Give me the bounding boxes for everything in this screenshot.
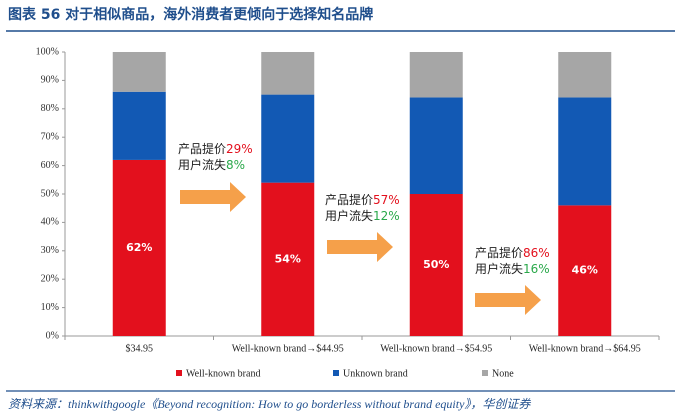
- arrows: [180, 182, 541, 315]
- value-label: 54%: [275, 252, 301, 265]
- bar-segment: [558, 52, 612, 98]
- bar-segment: [261, 52, 315, 95]
- legend-label: None: [492, 368, 514, 379]
- y-tick-label: 40%: [41, 217, 59, 228]
- bar-segment: [112, 91, 166, 160]
- x-tick-label: Well-known brand→$64.95: [529, 343, 641, 354]
- arrow: [180, 182, 246, 212]
- y-tick-label: 10%: [41, 302, 59, 313]
- annotation: 用户流失8%: [178, 157, 245, 172]
- bar-segment: [558, 205, 612, 336]
- annotation: 产品提价86%: [475, 245, 550, 260]
- annotation-value: 86%: [523, 246, 550, 260]
- y-tick-label: 60%: [41, 160, 59, 171]
- y-tick-label: 90%: [41, 75, 59, 86]
- x-tick-label: Well-known brand→$54.95: [380, 343, 492, 354]
- x-tick-label: $34.95: [126, 343, 154, 354]
- annotation: 产品提价57%: [325, 192, 400, 207]
- annotation-value: 12%: [373, 209, 400, 223]
- annotation-value: 16%: [523, 262, 550, 276]
- chart-title: 图表 56 对于相似商品，海外消费者更倾向于选择知名品牌: [8, 6, 373, 23]
- bar-segment: [261, 182, 315, 336]
- value-label: 46%: [572, 264, 598, 277]
- source: 资料来源：thinkwithgoogle《Beyond recognition:…: [8, 397, 531, 411]
- annotation-text: 用户流失: [178, 157, 226, 172]
- legend-label: Well-known brand: [186, 368, 260, 379]
- y-tick-label: 80%: [41, 103, 59, 114]
- annotation-text: 用户流失: [325, 208, 373, 223]
- bar-segment: [558, 97, 612, 206]
- annotation-value: 29%: [226, 142, 253, 156]
- legend-swatch: [176, 370, 182, 376]
- bar-segment: [409, 52, 463, 98]
- value-label: 62%: [126, 241, 152, 254]
- annotation: 产品提价29%: [178, 141, 253, 156]
- y-tick-label: 70%: [41, 131, 59, 142]
- bar-segment: [409, 194, 463, 336]
- arrow: [475, 285, 541, 315]
- annotation-value: 57%: [373, 193, 400, 207]
- annotation-text: 产品提价: [475, 245, 523, 260]
- y-tick-label: 30%: [41, 245, 59, 256]
- bar-segment: [112, 159, 166, 336]
- value-label: 50%: [423, 258, 449, 271]
- bar-segment: [409, 97, 463, 194]
- annotation-text: 用户流失: [475, 261, 523, 276]
- legend-swatch: [333, 370, 339, 376]
- arrow: [327, 232, 393, 262]
- legend-swatch: [482, 370, 488, 376]
- annotation: 用户流失16%: [475, 261, 550, 276]
- bar-segment: [261, 94, 315, 183]
- y-tick-label: 0%: [46, 330, 59, 341]
- bar-segment: [112, 52, 166, 92]
- legend-label: Unknown brand: [343, 368, 408, 379]
- x-tick-label: Well-known brand→$44.95: [232, 343, 344, 354]
- annotation-value: 8%: [226, 158, 245, 172]
- annotation-text: 产品提价: [325, 192, 373, 207]
- y-tick-label: 20%: [41, 273, 59, 284]
- y-tick-label: 100%: [36, 46, 59, 57]
- y-tick-label: 50%: [41, 188, 59, 199]
- annotation: 用户流失12%: [325, 208, 400, 223]
- annotation-text: 产品提价: [178, 141, 226, 156]
